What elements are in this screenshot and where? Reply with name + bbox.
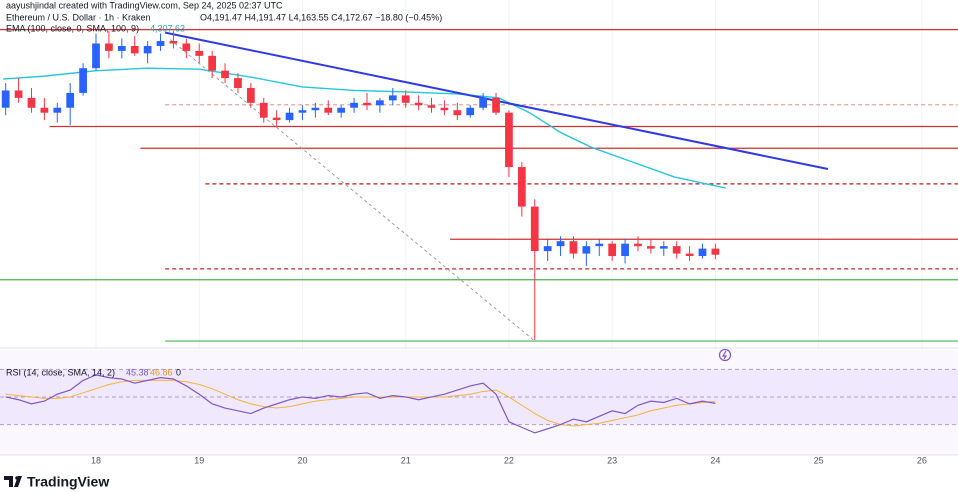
candle-body	[647, 246, 655, 249]
candle-body	[1, 90, 10, 108]
candle-body	[440, 107, 449, 111]
candle-body	[298, 110, 307, 113]
candle-body	[234, 78, 242, 88]
ema-title: EMA (100, close, 0, SMA, 100, 9)	[6, 23, 139, 33]
candle-body	[401, 95, 410, 103]
candle-body	[156, 41, 165, 46]
x-tick-label: 26	[917, 455, 927, 465]
candle-body	[337, 107, 346, 113]
candle-body	[285, 112, 294, 121]
x-tick-label: 22	[504, 455, 514, 465]
candle-body	[14, 90, 23, 98]
candle-body	[505, 112, 513, 168]
rsi-value: 45.38	[126, 367, 149, 377]
candle-body	[414, 102, 423, 106]
credit: aayushjindal created with TradingView.co…	[6, 0, 283, 10]
rsi-title: RSI (14, close, SMA, 14, 2)	[6, 367, 115, 377]
candle-body	[246, 87, 255, 103]
candle-body	[569, 241, 578, 254]
x-tick-label: 21	[401, 455, 411, 465]
alert-icon[interactable]	[718, 348, 732, 362]
candle-body	[169, 41, 178, 44]
x-tick-label: 18	[91, 455, 101, 465]
candle-body	[105, 43, 113, 51]
candle-body	[530, 206, 539, 252]
candle-body	[698, 248, 707, 257]
x-tick-label: 25	[814, 455, 824, 465]
candle-body	[376, 100, 384, 106]
candle-body	[517, 167, 526, 207]
candle-body	[259, 102, 268, 118]
candle-body	[350, 102, 358, 108]
candle-body	[117, 45, 126, 51]
candle-body	[40, 107, 49, 113]
candle-body	[66, 92, 75, 108]
candle-body	[53, 107, 62, 113]
candle-body	[195, 50, 204, 56]
ema-value: 4,307.63	[150, 23, 185, 33]
candle-body	[672, 246, 681, 254]
candle-body	[143, 45, 152, 54]
candle-body	[711, 248, 720, 255]
candle-body	[363, 102, 371, 106]
rsi-line	[5, 374, 716, 434]
candle-body	[543, 246, 552, 252]
x-tick-label: 24	[710, 455, 720, 465]
candle-body	[582, 246, 591, 254]
candle-body	[388, 95, 397, 101]
candle-body	[208, 55, 217, 71]
trendline	[170, 39, 536, 342]
candle-body	[608, 243, 617, 257]
candle-body	[27, 97, 36, 108]
candle-body	[685, 253, 694, 257]
x-tick-label: 23	[607, 455, 617, 465]
symbol-title: Ethereum / U.S. Dollar · 1h · Kraken	[6, 12, 151, 22]
rsi-ma-line	[5, 379, 716, 427]
rsi-suffix: 0	[176, 367, 181, 377]
candle-body	[182, 43, 191, 51]
candle-body	[621, 243, 629, 257]
x-tick-label: 19	[194, 455, 204, 465]
logo	[4, 476, 22, 487]
candle-body	[466, 107, 475, 116]
candle-body	[221, 70, 229, 79]
candle-body	[272, 117, 281, 121]
x-tick-label: 20	[297, 455, 307, 465]
candle-body	[324, 107, 333, 113]
candle-body	[311, 107, 320, 111]
candle-body	[595, 243, 604, 247]
candle-body	[479, 97, 488, 108]
candle-body	[634, 243, 642, 247]
candle-body	[130, 45, 139, 54]
footer-brand: TradingView	[27, 474, 109, 490]
candle-body	[92, 43, 100, 69]
candle-body	[79, 68, 87, 93]
candle-body	[492, 97, 500, 113]
candle-body	[427, 105, 436, 108]
rsi-ma-value: 46.86	[150, 367, 173, 377]
ohlc-header: O4,191.47 H4,191.47 L4,163.55 C4,172.67 …	[200, 12, 442, 22]
candle-body	[556, 241, 565, 247]
candle-body	[453, 110, 462, 116]
candle-body	[659, 246, 668, 249]
